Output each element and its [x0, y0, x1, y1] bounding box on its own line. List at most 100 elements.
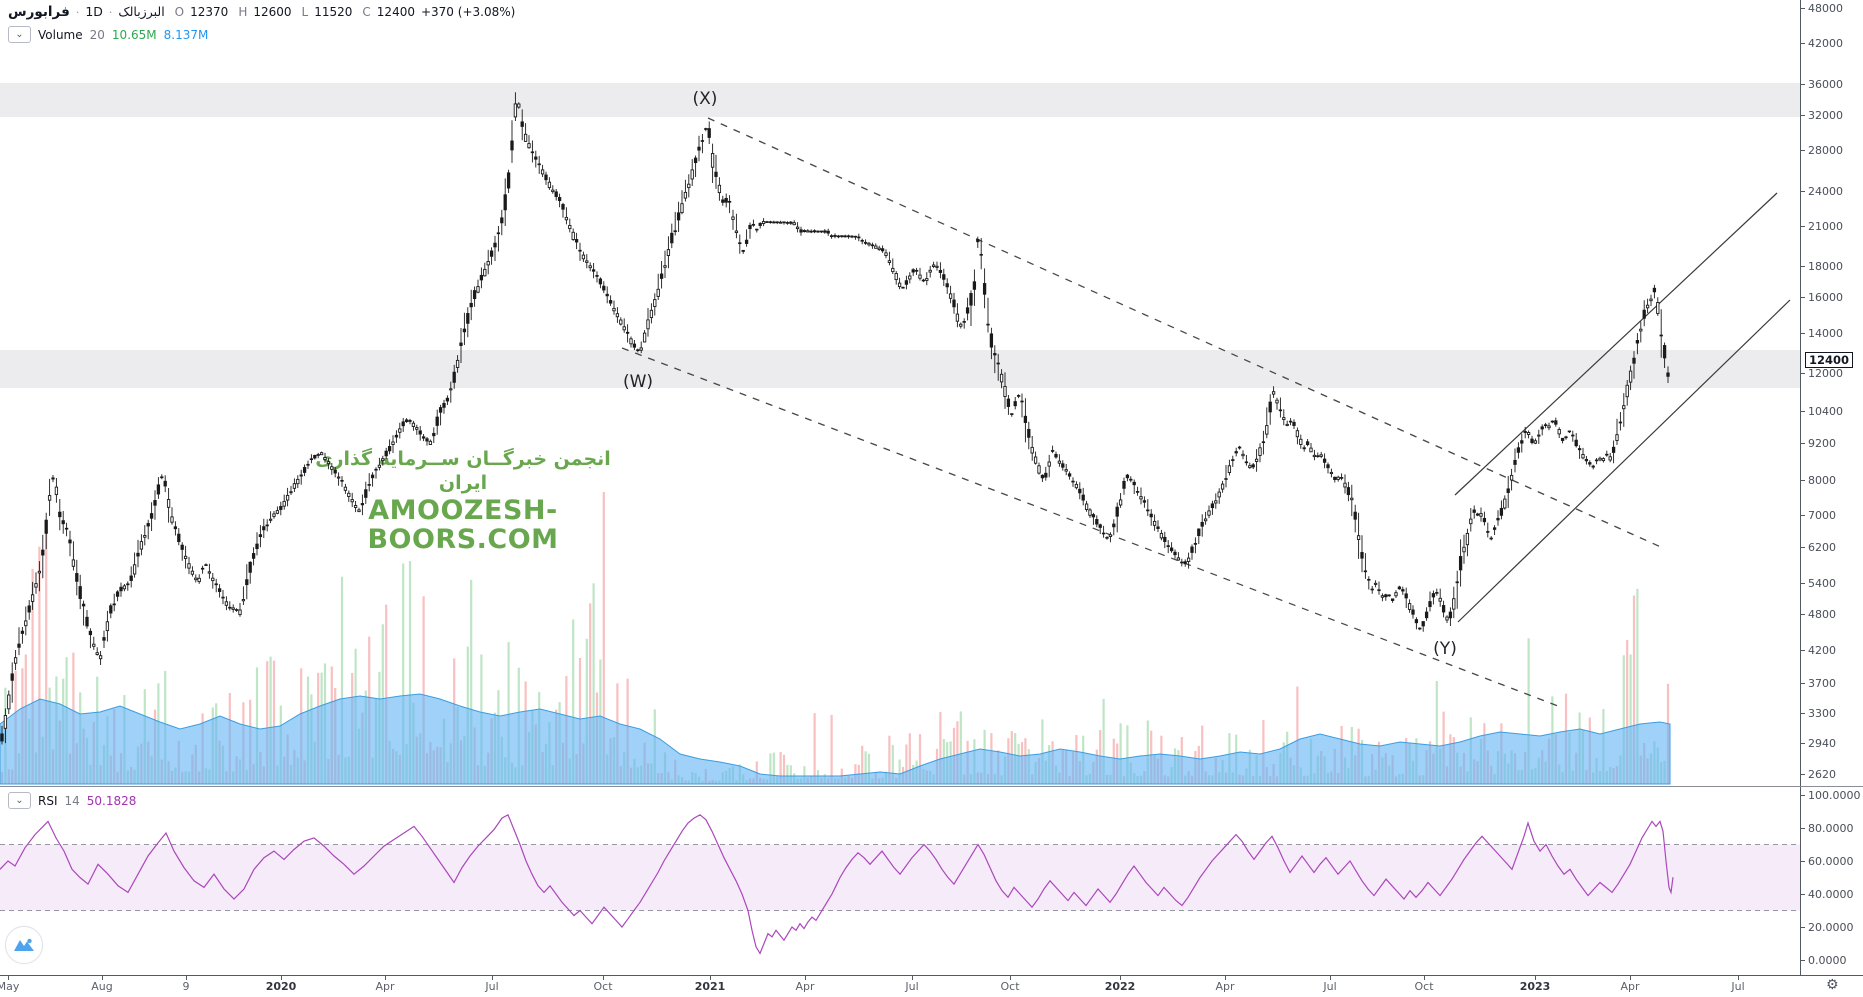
rsi-tick: 0.0000 [1801, 953, 1847, 967]
time-tick [1010, 976, 1011, 980]
pane-divider[interactable] [0, 786, 1863, 787]
interval-label[interactable]: 1D [85, 4, 103, 19]
price-tick: 48000 [1801, 1, 1843, 15]
time-axis[interactable]: May Aug 9 2020 Apr Jul Oct 2021 Apr Jul Oct 2022 Apr… [0, 975, 1863, 997]
time-tick [603, 976, 604, 980]
price-tick: 32000 [1801, 108, 1843, 122]
time-label: Oct [1414, 980, 1434, 993]
time-label: May [0, 980, 20, 993]
time-label: Jul [1731, 980, 1745, 993]
rsi-tick: 100.0000 [1801, 788, 1861, 802]
price-tick: 42000 [1801, 36, 1843, 50]
time-tick [1225, 976, 1226, 980]
price-zone-band [0, 83, 1800, 117]
separator-dot: · [108, 6, 113, 19]
price-tick: 10400 [1801, 404, 1843, 418]
time-label: Jul [1323, 980, 1337, 993]
wave-label[interactable]: (W) [623, 372, 653, 392]
volume-ma-area [0, 693, 1671, 785]
volume-legend[interactable]: ⌄ Volume 20 10.65M 8.137M [8, 26, 208, 43]
price-tick: 3300 [1801, 706, 1836, 720]
price-tick: 16000 [1801, 290, 1843, 304]
close-label: C [362, 5, 371, 19]
time-label: 9 [182, 980, 190, 993]
price-tick: 9200 [1801, 436, 1836, 450]
main-price-pane[interactable]: (X) (W) (Y) [0, 0, 1800, 786]
price-tick: 2940 [1801, 736, 1836, 750]
rsi-value: 50.1828 [86, 793, 137, 808]
price-axis[interactable]: 12400 48000 42000 36000 32000 28000 24000 2100… [1800, 0, 1863, 997]
price-tick: 4800 [1801, 607, 1836, 621]
time-tick [710, 976, 711, 980]
time-label: 2023 [1519, 980, 1551, 993]
volume-ma-green-value: 10.65M [111, 27, 157, 42]
price-tick: 7000 [1801, 508, 1836, 522]
high-value: 12600 [253, 5, 292, 19]
time-label: Apr [1215, 980, 1235, 993]
time-label: Apr [1620, 980, 1640, 993]
open-value: 12370 [190, 5, 229, 19]
time-tick [1535, 976, 1536, 980]
volume-indicator-name[interactable]: Volume [38, 27, 83, 42]
time-label: 2020 [265, 980, 297, 993]
price-tick: 18000 [1801, 259, 1843, 273]
settings-gear-icon[interactable]: ⚙ [1826, 977, 1839, 993]
chevron-down-icon[interactable]: ⌄ [8, 792, 31, 809]
time-label: Jul [485, 980, 499, 993]
price-tick: 6200 [1801, 540, 1836, 554]
rsi-legend[interactable]: ⌄ RSI 14 50.1828 [8, 792, 136, 809]
time-tick [805, 976, 806, 980]
time-label: 2021 [694, 980, 726, 993]
symbol-legend[interactable]: فرابورس · 1D · البرزبالک O 12370 H 12600… [8, 4, 515, 20]
price-tick: 28000 [1801, 143, 1843, 157]
rsi-indicator-name[interactable]: RSI [38, 793, 58, 808]
price-tick: 36000 [1801, 77, 1843, 91]
volume-ma-blue-value: 8.137M [163, 27, 209, 42]
separator-dot: · [75, 6, 80, 19]
rsi-tick: 60.0000 [1801, 854, 1854, 868]
price-tick: 21000 [1801, 219, 1843, 233]
chevron-down-icon[interactable]: ⌄ [8, 26, 31, 43]
price-tick: 4200 [1801, 643, 1836, 657]
rsi-tick: 40.0000 [1801, 887, 1854, 901]
time-label: Oct [1000, 980, 1020, 993]
exchange-name: البرزبالک [118, 4, 165, 19]
wave-label[interactable]: (Y) [1433, 639, 1457, 659]
logo-mountain-icon [14, 938, 34, 951]
time-tick [1738, 976, 1739, 980]
watermark-line-fa: انجمن خبرگــان ســرمایه گذاری ایران [315, 448, 611, 494]
symbol-name[interactable]: فرابورس [8, 4, 70, 20]
rsi-param: 14 [64, 793, 80, 808]
time-tick [912, 976, 913, 980]
dashed-trendline[interactable] [707, 117, 1664, 549]
watermark-line-en: AMOOZESH-BOORS.COM [367, 494, 559, 556]
solid-trendline[interactable] [1457, 299, 1791, 623]
solid-trendline[interactable] [1454, 192, 1778, 496]
price-tick: 2620 [1801, 767, 1836, 781]
price-tick: 24000 [1801, 184, 1843, 198]
time-tick [1120, 976, 1121, 980]
time-label: 2022 [1104, 980, 1136, 993]
price-tick: 5400 [1801, 576, 1836, 590]
wave-label[interactable]: (X) [693, 89, 718, 109]
last-price-label: 12400 [1805, 352, 1854, 368]
candles [0, 103, 1670, 742]
time-tick [492, 976, 493, 980]
open-label: O [174, 5, 185, 19]
volume-param: 20 [89, 27, 105, 42]
time-label: Apr [375, 980, 395, 993]
time-tick [1630, 976, 1631, 980]
low-label: L [301, 5, 309, 19]
price-tick: 14000 [1801, 326, 1843, 340]
logo-button[interactable] [5, 926, 43, 964]
time-tick [281, 976, 282, 980]
rsi-pane[interactable] [0, 786, 1800, 997]
rsi-tick: 80.0000 [1801, 821, 1854, 835]
rsi-plot-line [0, 813, 1674, 955]
time-label: Apr [795, 980, 815, 993]
time-tick [8, 976, 9, 980]
dashed-trendline[interactable] [621, 347, 1559, 707]
time-tick [1424, 976, 1425, 980]
time-tick [385, 976, 386, 980]
